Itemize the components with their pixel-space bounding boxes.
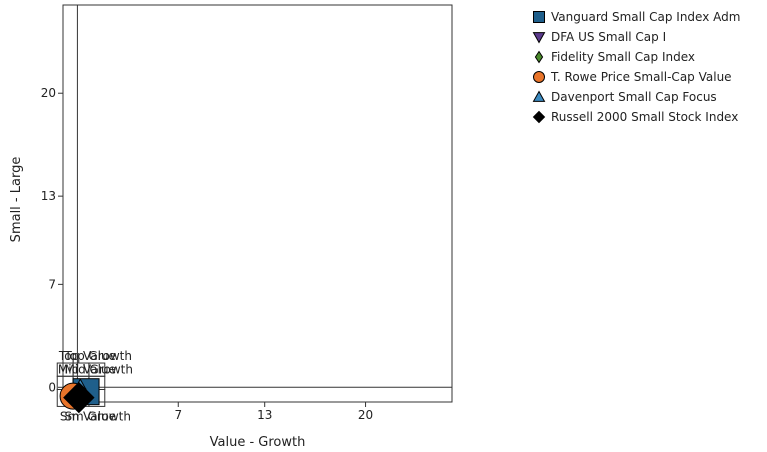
style-box-label: Top Value bbox=[58, 349, 116, 363]
legend-label: Fidelity Small Cap Index bbox=[551, 50, 695, 64]
x-axis: 7 13 20 bbox=[76, 402, 373, 422]
legend-label: Vanguard Small Cap Index Adm bbox=[551, 10, 740, 24]
plot-area bbox=[56, 4, 453, 407]
legend-label: T. Rowe Price Small-Cap Value bbox=[550, 70, 732, 84]
legend-label: DFA US Small Cap I bbox=[551, 30, 666, 44]
x-tick-label: 7 bbox=[174, 408, 182, 422]
data-markers bbox=[59, 378, 100, 414]
legend-marker bbox=[532, 32, 546, 44]
y-tick-label: 7 bbox=[48, 277, 56, 291]
legend-marker bbox=[533, 11, 545, 23]
x-tick-label: 13 bbox=[257, 408, 272, 422]
style-box-cell bbox=[88, 362, 106, 377]
style-box-label: Sm Growth bbox=[64, 409, 131, 423]
legend-label: Davenport Small Cap Focus bbox=[551, 90, 717, 104]
y-tick-label: 13 bbox=[41, 189, 56, 203]
style-box-label: Mid Growth bbox=[64, 362, 133, 376]
legend-marker bbox=[532, 110, 546, 124]
data-point bbox=[63, 381, 95, 414]
legend-marker bbox=[534, 50, 544, 64]
x-axis-title: Value - Growth bbox=[210, 435, 306, 450]
style-box-label: Mid Value bbox=[58, 362, 116, 376]
legend: Vanguard Small Cap Index Adm DFA US Small… bbox=[532, 10, 740, 124]
legend-label: Russell 2000 Small Stock Index bbox=[551, 110, 738, 124]
plot-frame bbox=[62, 4, 453, 403]
legend-marker bbox=[533, 71, 545, 83]
y-axis: 0 7 13 20 bbox=[41, 86, 63, 394]
style-box-label: Top Growth bbox=[63, 349, 131, 363]
style-box-label: Sm Value bbox=[60, 409, 116, 423]
y-tick-label: 0 bbox=[48, 380, 56, 394]
x-tick-label: 20 bbox=[358, 408, 373, 422]
y-axis-title: Small - Large bbox=[9, 157, 24, 243]
y-tick-label: 20 bbox=[41, 86, 56, 100]
legend-marker bbox=[532, 90, 546, 102]
